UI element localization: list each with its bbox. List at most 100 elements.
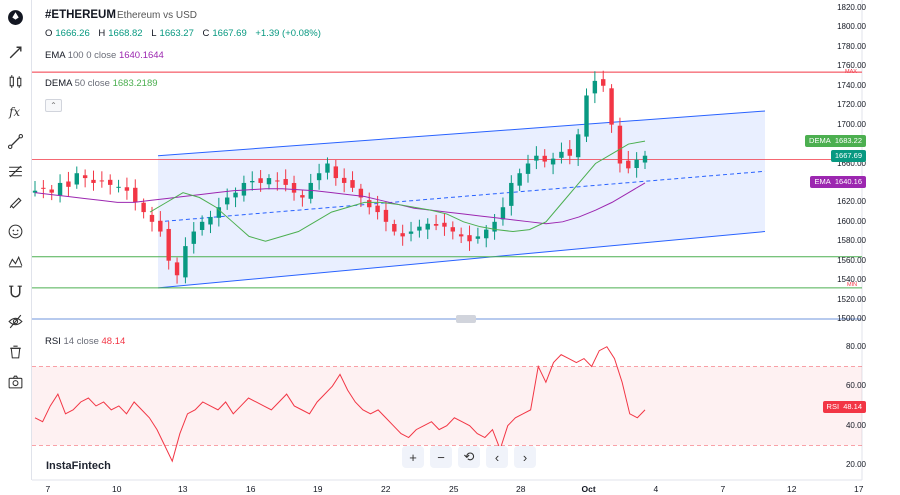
symbol-logo-icon[interactable] <box>4 6 27 29</box>
rsi-tick-label: 80.00 <box>845 341 866 351</box>
candle-body <box>158 220 163 232</box>
brush-icon[interactable] <box>4 190 27 213</box>
candle-body <box>166 228 171 261</box>
regression-channel[interactable] <box>157 110 766 289</box>
candle-body <box>525 163 531 174</box>
candle-body <box>408 231 414 234</box>
dema-legend[interactable]: DEMA 50 close 1683.2189 <box>45 78 158 89</box>
candle-body <box>82 175 88 179</box>
time-tick-label: 10 <box>112 484 122 494</box>
candle-body <box>32 190 38 193</box>
candle-body <box>484 229 489 239</box>
price-tick-label: 1580.00 <box>837 236 866 246</box>
candle-body <box>341 177 347 183</box>
time-tick-label: 7 <box>45 484 51 494</box>
candle-body <box>224 197 230 205</box>
candle-body <box>626 160 631 169</box>
candle-body <box>492 221 497 232</box>
candle-body <box>66 181 71 187</box>
ema-name: EMA <box>45 50 66 61</box>
symbol-description: Ethereum vs USD <box>117 10 198 21</box>
price-tick-label: 1520.00 <box>837 294 866 304</box>
candle-body <box>617 125 623 164</box>
fib-icon[interactable] <box>4 160 27 183</box>
rsi-pane <box>32 346 862 463</box>
time-tick-label: 17 <box>854 484 864 494</box>
hide-drawings-icon[interactable] <box>4 310 27 333</box>
candle-body <box>559 151 564 158</box>
price-tick-label: 1600.00 <box>837 216 866 226</box>
time-tick-label: 7 <box>720 484 726 494</box>
emoji-icon[interactable] <box>4 220 27 243</box>
candle-body <box>425 223 430 230</box>
drawing-toolbar: fx <box>0 0 32 480</box>
ema-price-tag: EMA 1640.16 <box>810 176 866 188</box>
last-price-tag: 1667.69 <box>830 150 866 162</box>
scroll-forward-button[interactable]: › <box>514 446 536 468</box>
candle-body <box>250 180 255 183</box>
channel-upper <box>157 110 766 157</box>
screenshot-icon[interactable] <box>4 370 27 393</box>
reset-view-button[interactable]: ⟲ <box>458 446 480 468</box>
indicators-icon[interactable]: fx <box>4 100 27 123</box>
price-tick-label: 1620.00 <box>837 197 866 207</box>
candle-body <box>400 233 405 237</box>
candle-body <box>584 95 589 137</box>
svg-text:fx: fx <box>8 105 20 119</box>
trash-icon[interactable] <box>4 340 27 363</box>
candle-body <box>467 235 472 242</box>
price-tick-label: 1560.00 <box>837 255 866 265</box>
crosshair-icon[interactable] <box>4 40 27 63</box>
candle-body <box>450 227 456 232</box>
time-tick-label: 19 <box>313 484 323 494</box>
candle-body <box>149 214 155 222</box>
candle-body <box>592 80 598 94</box>
open-label: O <box>45 28 53 39</box>
candles-icon[interactable] <box>4 70 27 93</box>
candle-body <box>241 182 247 196</box>
rsi-legend[interactable]: RSI 14 close 48.14 <box>45 336 125 347</box>
collapse-legend-button[interactable]: ⌃ <box>45 99 62 112</box>
candle-body <box>567 149 572 156</box>
change-value: +1.39 (+0.08%) <box>255 28 321 39</box>
low-value: 1663.27 <box>159 28 194 39</box>
candle-body <box>49 189 54 193</box>
price-tick-label: 1660.00 <box>837 158 866 168</box>
candle-body <box>358 188 364 198</box>
trend-line-icon[interactable] <box>4 130 27 153</box>
candle-body <box>442 222 447 227</box>
min-label: MIN <box>847 282 857 288</box>
open-value: 1666.26 <box>55 28 90 39</box>
pane-resize-handle[interactable] <box>456 315 476 323</box>
price-tick-label: 1540.00 <box>837 275 866 285</box>
candle-body <box>350 180 355 188</box>
time-tick-label: 12 <box>787 484 797 494</box>
dema-price-tag: DEMA 1683.22 <box>805 135 866 147</box>
time-tick-label: 16 <box>246 484 256 494</box>
candle-body <box>575 134 581 158</box>
candle-body <box>601 79 606 86</box>
candle-body <box>275 180 280 182</box>
patterns-icon[interactable] <box>4 250 27 273</box>
low-label: L <box>151 28 157 39</box>
price-tick-label: 1740.00 <box>837 80 866 90</box>
magnet-icon[interactable] <box>4 280 27 303</box>
high-value: 1668.82 <box>108 28 143 39</box>
candle-body <box>392 223 397 232</box>
ema-legend[interactable]: EMA 100 0 close 1640.1644 <box>45 50 164 61</box>
candle-body <box>534 155 539 161</box>
candle-body <box>291 182 297 193</box>
zoom-in-button[interactable]: + <box>402 446 424 468</box>
zoom-out-button[interactable]: − <box>430 446 452 468</box>
ohlc-legend: O 1666.26 H 1668.82 L 1663.27 C 1667.69 +1.3… <box>45 28 327 39</box>
candle-body <box>216 207 222 218</box>
candle-body <box>316 173 322 181</box>
brand-logo: InstaFintech <box>46 460 111 472</box>
scroll-back-button[interactable]: ‹ <box>486 446 508 468</box>
candle-body <box>542 155 547 162</box>
price-axis[interactable]: 1820.00 1800.00 1780.00 1760.00 1740.00 1720.… <box>805 0 900 480</box>
candle-body <box>550 158 556 165</box>
candle-body <box>375 205 380 213</box>
candle-body <box>609 88 614 125</box>
